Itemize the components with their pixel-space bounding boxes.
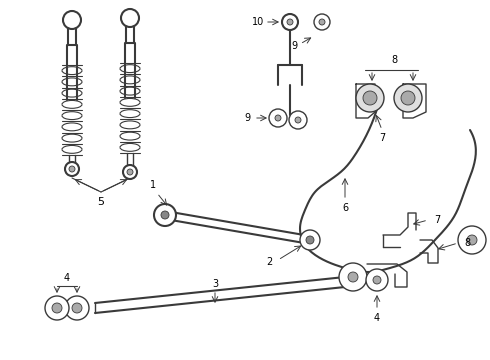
Circle shape [72, 303, 82, 313]
Circle shape [275, 115, 281, 121]
Circle shape [52, 303, 62, 313]
Text: 3: 3 [212, 279, 218, 289]
Circle shape [123, 165, 137, 179]
Circle shape [401, 91, 415, 105]
Text: 8: 8 [464, 238, 470, 248]
Text: 1: 1 [150, 180, 156, 190]
Circle shape [287, 19, 293, 25]
Text: 4: 4 [64, 273, 70, 283]
Text: 9: 9 [291, 41, 297, 51]
Circle shape [295, 117, 301, 123]
Circle shape [45, 296, 69, 320]
Circle shape [319, 19, 325, 25]
Text: 2: 2 [266, 257, 272, 267]
Circle shape [65, 296, 89, 320]
Text: 8: 8 [391, 55, 397, 65]
Circle shape [127, 169, 133, 175]
Ellipse shape [394, 84, 422, 112]
Text: 4: 4 [374, 313, 380, 323]
Text: 6: 6 [342, 203, 348, 213]
Circle shape [269, 109, 287, 127]
Circle shape [65, 162, 79, 176]
Circle shape [458, 226, 486, 254]
Circle shape [373, 276, 381, 284]
Circle shape [154, 204, 176, 226]
Circle shape [363, 91, 377, 105]
Circle shape [289, 111, 307, 129]
Text: 10: 10 [252, 17, 264, 27]
Circle shape [300, 230, 320, 250]
Text: 5: 5 [98, 197, 104, 207]
Circle shape [63, 11, 81, 29]
Text: 7: 7 [434, 215, 440, 225]
Circle shape [282, 14, 298, 30]
Circle shape [121, 9, 139, 27]
Circle shape [161, 211, 169, 219]
Circle shape [467, 235, 477, 245]
Ellipse shape [356, 84, 384, 112]
Circle shape [314, 14, 330, 30]
Circle shape [69, 166, 75, 172]
Text: 9: 9 [244, 113, 250, 123]
Text: 7: 7 [379, 133, 385, 143]
Circle shape [348, 272, 358, 282]
Circle shape [306, 236, 314, 244]
Circle shape [366, 269, 388, 291]
Circle shape [339, 263, 367, 291]
